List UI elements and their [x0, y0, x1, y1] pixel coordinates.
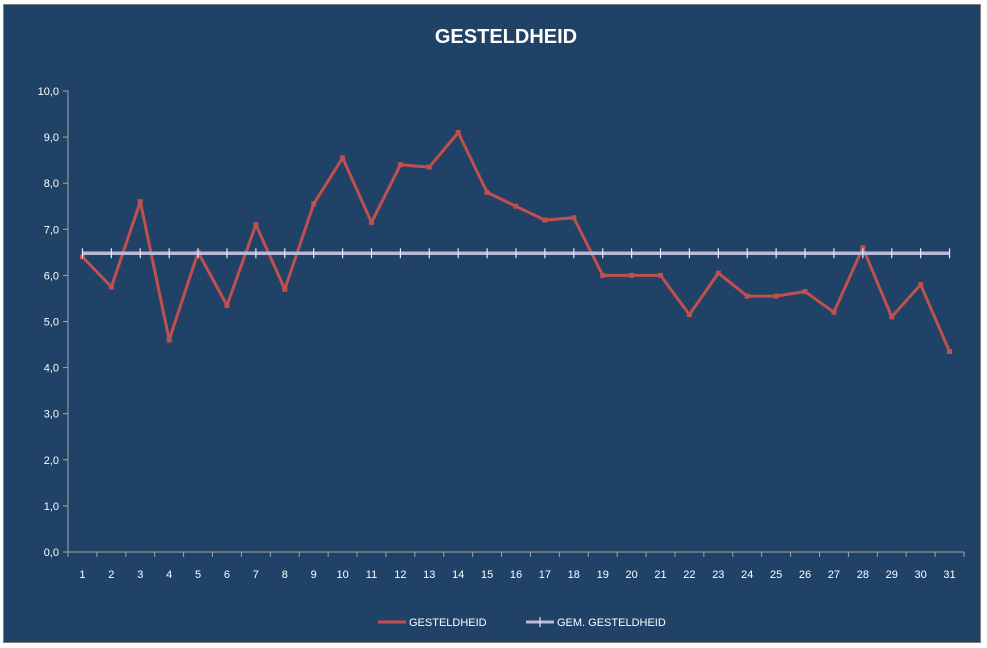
- y-tick-label: 7,0: [44, 224, 59, 236]
- data-point: [368, 219, 374, 225]
- data-point: [658, 272, 664, 278]
- data-point: [224, 302, 230, 308]
- data-point: [166, 337, 172, 343]
- x-tick-label: 7: [253, 569, 259, 581]
- legend-label: GEM. GESTELDHEID: [557, 617, 666, 629]
- data-point: [918, 282, 924, 288]
- data-point: [715, 270, 721, 276]
- x-tick-label: 21: [654, 569, 666, 581]
- x-tick-label: 19: [597, 569, 609, 581]
- x-tick-label: 17: [539, 569, 551, 581]
- data-point: [426, 164, 432, 170]
- legend: GESTELDHEID GEM. GESTELDHEID: [378, 617, 666, 629]
- data-point: [773, 293, 779, 299]
- y-tick-label: 9,0: [44, 132, 59, 144]
- x-tick-label: 18: [568, 569, 580, 581]
- y-tick-label: 6,0: [44, 270, 59, 282]
- x-tick-label: 26: [799, 569, 811, 581]
- x-tick-label: 5: [195, 569, 201, 581]
- chart-area: GESTELDHEID 0,0 1,0 2,0 3,0 4,0 5,0 6,0 7,0 8,0 9…: [3, 4, 981, 643]
- data-point: [137, 199, 143, 205]
- x-tick-label: 9: [311, 569, 317, 581]
- data-point: [947, 348, 953, 354]
- data-point: [484, 189, 490, 195]
- x-tick-label: 13: [423, 569, 435, 581]
- legend-label: GESTELDHEID: [409, 617, 487, 629]
- data-point: [571, 215, 577, 221]
- y-tick-label: 5,0: [44, 317, 59, 329]
- x-tick-label: 10: [336, 569, 348, 581]
- data-point: [860, 245, 866, 251]
- data-point: [397, 162, 403, 168]
- x-tick-label: 1: [79, 569, 85, 581]
- x-tick-label: 25: [770, 569, 782, 581]
- y-tick-label: 2,0: [44, 455, 59, 467]
- data-point: [455, 129, 461, 135]
- data-point: [629, 272, 635, 278]
- y-tick-label: 10,0: [38, 86, 59, 98]
- data-point: [513, 203, 519, 209]
- data-point: [282, 286, 288, 292]
- x-tick-label: 23: [712, 569, 724, 581]
- series-layer: [79, 129, 953, 354]
- data-point: [108, 284, 114, 290]
- y-tick-label: 8,0: [44, 178, 59, 190]
- x-tick-label: 29: [886, 569, 898, 581]
- data-point: [686, 312, 692, 318]
- y-tick-label: 3,0: [44, 409, 59, 421]
- data-point: [744, 293, 750, 299]
- series-line-gesteldheid: [81, 131, 951, 353]
- x-tick-label: 24: [741, 569, 753, 581]
- x-tick-label: 15: [481, 569, 493, 581]
- y-tick-label: 0,0: [44, 547, 59, 559]
- x-tick-label: 31: [943, 569, 955, 581]
- axes: 0,01,02,03,04,05,06,07,08,09,010,01 2 3 4 5 6…: [38, 86, 965, 581]
- x-tick-label: 3: [137, 569, 143, 581]
- data-point: [340, 155, 346, 161]
- x-tick-label: 14: [452, 569, 464, 581]
- data-point: [889, 314, 895, 320]
- data-point: [311, 201, 317, 207]
- data-point: [253, 222, 259, 228]
- chart-svg: GESTELDHEID 0,0 1,0 2,0 3,0 4,0 5,0 6,0 7,0 8,0 9…: [38, 26, 965, 629]
- y-tick-label: 1,0: [44, 501, 59, 513]
- x-tick-label: 20: [625, 569, 637, 581]
- x-tick-label: 8: [282, 569, 288, 581]
- data-point: [831, 309, 837, 315]
- x-tick-label: 6: [224, 569, 230, 581]
- x-tick-label: 22: [683, 569, 695, 581]
- x-tick-label: 11: [366, 569, 377, 581]
- chart-title: GESTELDHEID: [435, 26, 577, 48]
- data-point: [542, 217, 548, 223]
- x-tick-label: 27: [828, 569, 840, 581]
- y-tick-label: 4,0: [44, 363, 59, 375]
- x-tick-label: 16: [510, 569, 522, 581]
- x-tick-label: 28: [857, 569, 869, 581]
- data-point: [600, 272, 606, 278]
- x-tick-label: 2: [108, 569, 114, 581]
- x-tick-label: 12: [394, 569, 406, 581]
- x-tick-label: 30: [915, 569, 927, 581]
- data-point: [802, 289, 808, 295]
- x-tick-label: 4: [166, 569, 172, 581]
